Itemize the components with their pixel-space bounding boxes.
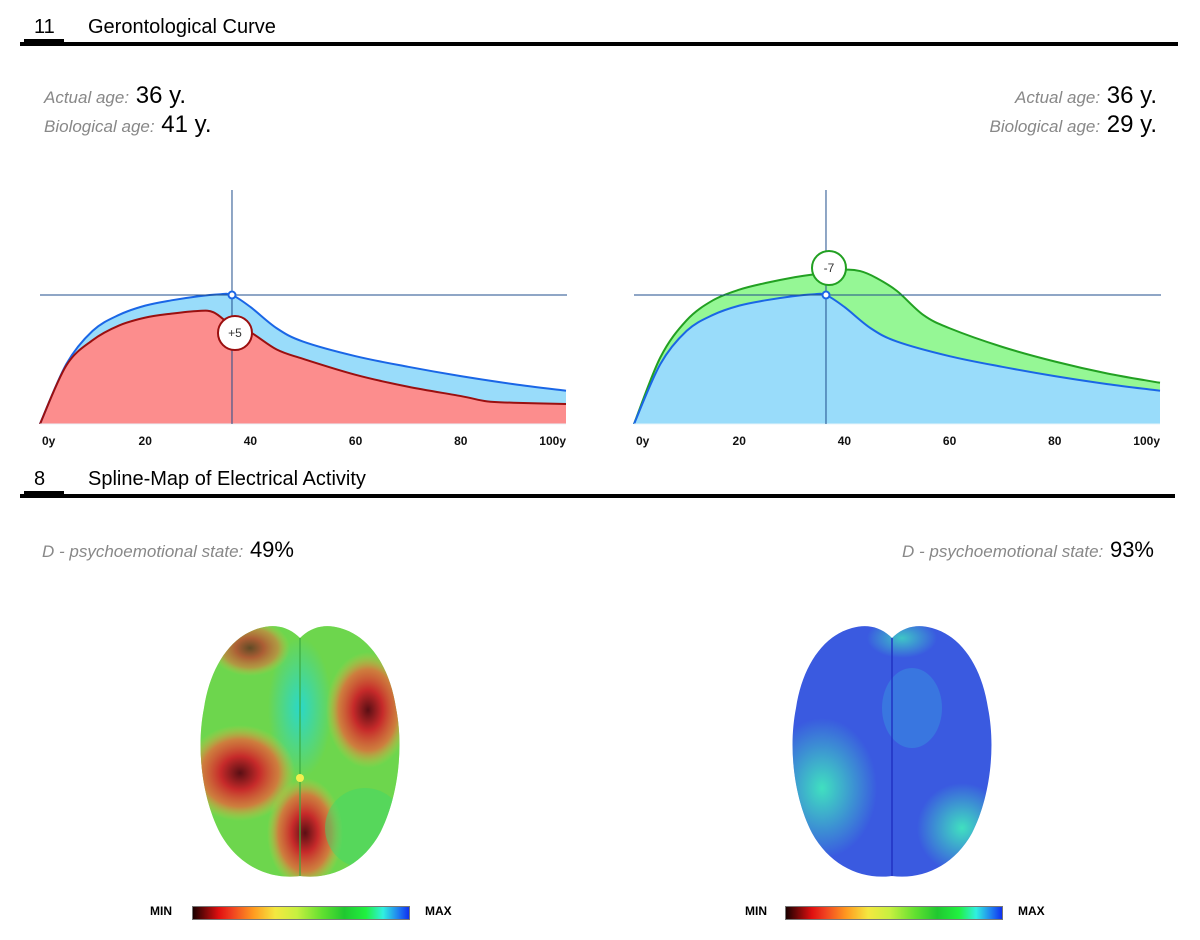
psychoemotional-label: D - psychoemotional state:: [42, 542, 244, 561]
color-scale-legend-left: MIN MAX: [150, 903, 460, 923]
header-rule: [20, 42, 1178, 46]
section-header-gerontology: 11 Gerontological Curve: [20, 16, 1178, 46]
front-area: [40, 310, 566, 424]
actual-age-label: Actual age:: [1015, 88, 1101, 107]
gerontology-chart-older: +5 0y 20 40 60 80 100y: [39, 190, 567, 448]
x-tick-label: 80: [1048, 434, 1062, 448]
biological-age-value: 41 y.: [161, 111, 212, 138]
brain-activity-map-right: [792, 626, 992, 877]
psychoemotional-label: D - psychoemotional state:: [902, 542, 1104, 561]
age-difference-badge: +5: [216, 315, 253, 351]
x-tick-label: 0y: [636, 434, 650, 448]
back-line: [633, 268, 1161, 425]
legend-max-label: MAX: [425, 904, 452, 918]
section-title: Spline-Map of Electrical Activity: [88, 468, 366, 490]
psychoemotional-info-left: D - psychoemotional state: 49%: [42, 536, 294, 565]
header-rule: [20, 494, 1175, 498]
psychoemotional-info-right: D - psychoemotional state: 93%: [902, 536, 1154, 565]
actual-age-marker: [821, 290, 831, 300]
x-tick-label: 100y: [539, 434, 566, 448]
actual-age-value: 36 y.: [135, 82, 186, 109]
section-number: 8: [34, 468, 46, 490]
age-info-left: Actual age: 36 y. Biological age: 41 y.: [44, 82, 212, 140]
x-tick-label: 20: [733, 434, 747, 448]
x-tick-label: 20: [139, 434, 153, 448]
x-tick-label: 40: [838, 434, 852, 448]
age-difference-badge: -7: [810, 250, 847, 286]
actual-age-label: Actual age:: [44, 88, 130, 107]
legend-min-label: MIN: [745, 904, 767, 918]
actual-age-value: 36 y.: [1106, 82, 1157, 109]
x-tick-label: 80: [454, 434, 468, 448]
color-scale-bar: [192, 906, 410, 920]
biological-age-label: Biological age:: [989, 117, 1101, 136]
x-tick-label: 100y: [1133, 434, 1160, 448]
brain-activity-map-left: [200, 626, 400, 877]
actual-age-marker: [227, 290, 237, 300]
biological-age-label: Biological age:: [44, 117, 155, 136]
age-info-right: Actual age: 36 y. Biological age: 29 y.: [990, 82, 1158, 140]
legend-min-label: MIN: [150, 904, 172, 918]
header-accent-rule: [24, 39, 64, 42]
section-header-spline-map: 8 Spline-Map of Electrical Activity: [20, 468, 1175, 498]
badge-text: -7: [824, 261, 835, 275]
section-title: Gerontological Curve: [88, 16, 276, 38]
x-tick-label: 60: [349, 434, 363, 448]
header-accent-rule: [24, 491, 64, 494]
color-scale-legend-right: MIN MAX: [745, 903, 1055, 923]
legend-max-label: MAX: [1018, 904, 1045, 918]
gerontology-chart-younger: -7 0y 20 40 60 80 100y: [633, 190, 1161, 448]
front-area: [634, 293, 1160, 424]
x-tick-label: 0y: [42, 434, 56, 448]
x-tick-label: 60: [943, 434, 957, 448]
psychoemotional-value: 49%: [249, 537, 294, 562]
psychoemotional-value: 93%: [1109, 537, 1154, 562]
color-scale-bar: [785, 906, 1003, 920]
x-tick-label: 40: [244, 434, 258, 448]
section-number: 11: [34, 16, 55, 38]
biological-age-value: 29 y.: [1106, 111, 1157, 138]
badge-text: +5: [228, 326, 242, 340]
